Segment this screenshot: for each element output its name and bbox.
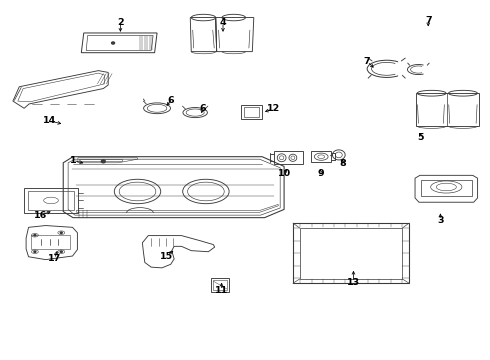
Text: 10: 10 (277, 169, 291, 178)
Circle shape (34, 251, 36, 252)
Text: 7: 7 (425, 16, 432, 25)
Circle shape (112, 42, 115, 44)
Text: 8: 8 (340, 159, 346, 168)
Text: 16: 16 (34, 211, 48, 220)
Text: 6: 6 (168, 96, 174, 105)
Text: 13: 13 (347, 278, 360, 287)
Circle shape (60, 232, 62, 233)
Text: 1: 1 (70, 156, 76, 165)
Text: 15: 15 (160, 252, 173, 261)
Text: 5: 5 (417, 133, 424, 142)
Text: 9: 9 (318, 169, 324, 178)
Text: 11: 11 (215, 286, 228, 295)
Circle shape (34, 234, 36, 236)
Text: 2: 2 (117, 18, 123, 27)
Circle shape (101, 160, 105, 163)
Text: 12: 12 (267, 104, 280, 113)
Polygon shape (63, 157, 284, 218)
Text: 3: 3 (437, 216, 443, 225)
Text: 17: 17 (48, 255, 61, 264)
Text: 6: 6 (199, 104, 206, 113)
Text: 7: 7 (364, 57, 370, 66)
Text: 14: 14 (43, 116, 56, 125)
Circle shape (60, 251, 62, 252)
Text: 4: 4 (220, 18, 226, 27)
